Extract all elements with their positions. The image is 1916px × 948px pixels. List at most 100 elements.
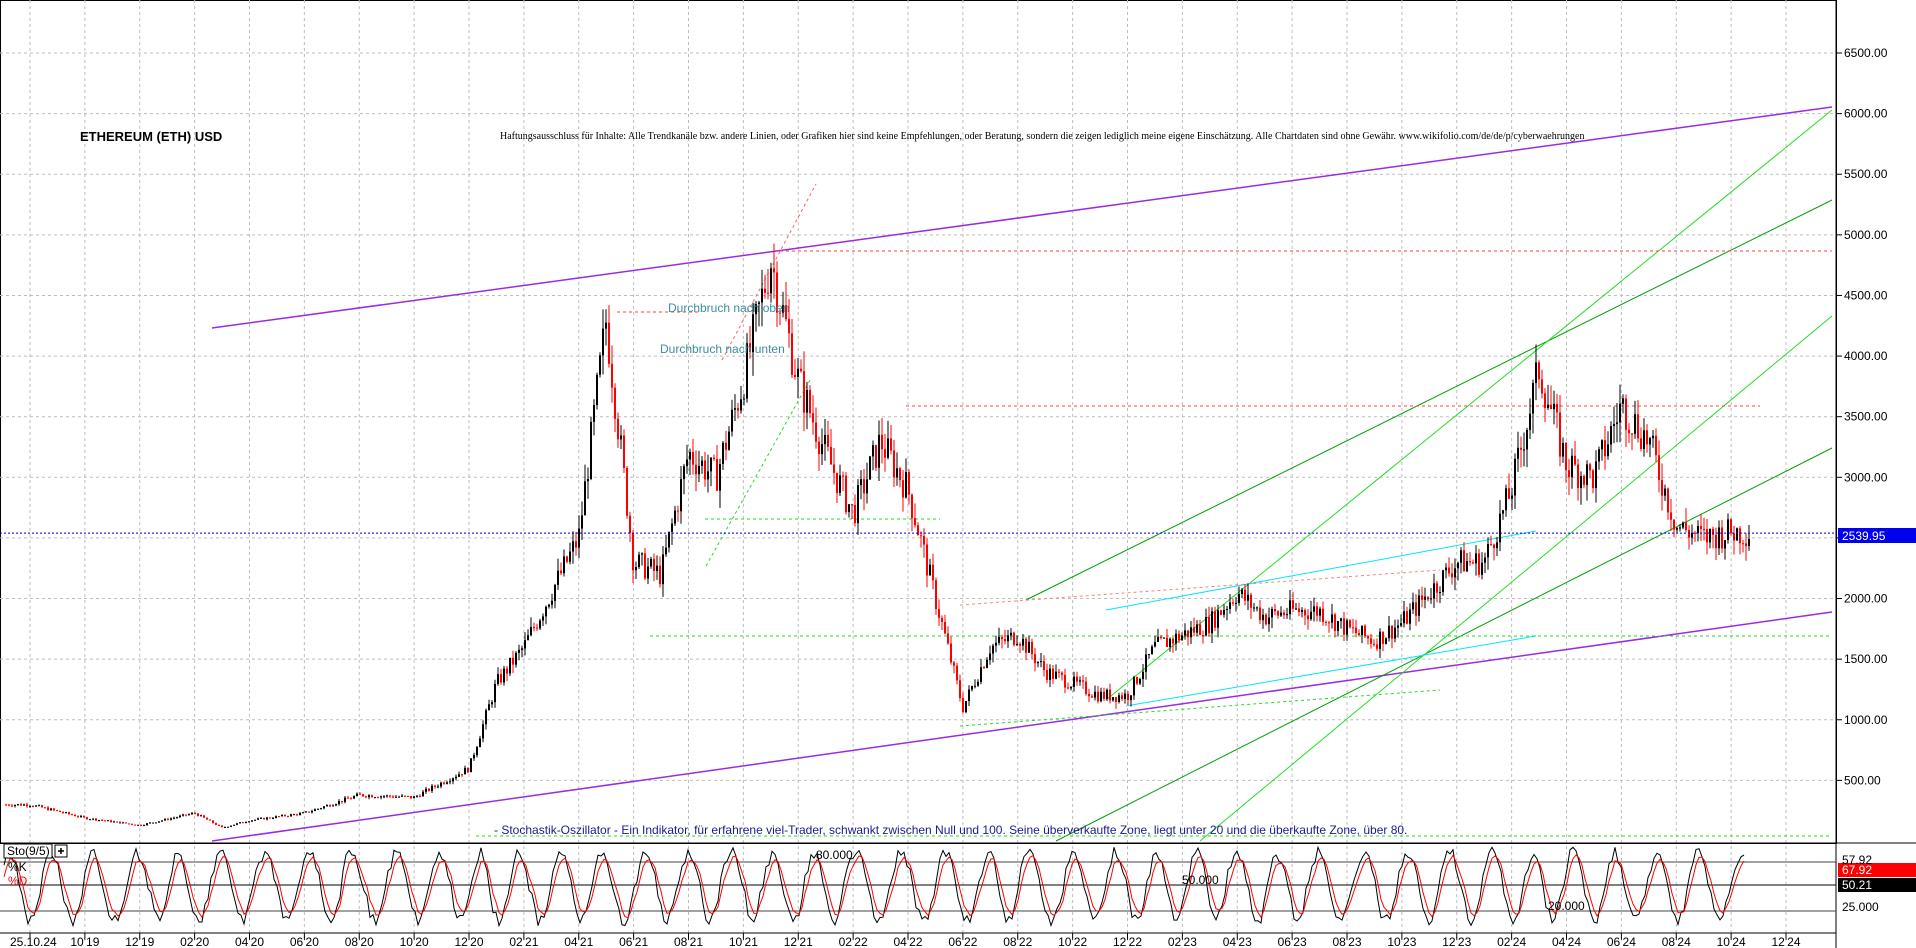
price-bar-body (647, 566, 649, 579)
price-bar-body (194, 813, 196, 815)
price-bar-body (830, 446, 832, 465)
price-bar-body (335, 804, 337, 806)
price-bar-body (953, 662, 955, 666)
price-bar-body (728, 431, 730, 450)
price-bar-body (1676, 527, 1678, 530)
price-bar-body (1199, 624, 1201, 636)
price-bar-body (857, 485, 859, 524)
price-bar-body (311, 811, 313, 813)
x-tick-label: 08'20 (345, 935, 374, 948)
trend-2021-red (721, 183, 817, 361)
price-bar-body (362, 794, 364, 797)
price-bar-body (1691, 532, 1693, 538)
price-bar-body (1475, 553, 1477, 564)
price-bar-body (1205, 616, 1207, 636)
price-bar-body (305, 811, 307, 813)
price-bar-body (1490, 544, 1492, 546)
x-tick-label: 02'22 (839, 935, 868, 948)
price-bar-body (1625, 398, 1627, 430)
price-bar-body (131, 823, 133, 825)
price-bar-body (422, 791, 424, 797)
price-bar-body (764, 288, 766, 293)
price-bar-body (1616, 422, 1618, 425)
price-bar-body (1580, 476, 1582, 489)
price-bar-body (1295, 608, 1297, 610)
x-tick-label: 06'20 (290, 935, 319, 948)
price-bar-body (524, 640, 526, 649)
price-bar-body (845, 475, 847, 513)
price-bar-body (143, 825, 145, 827)
price-bar-body (1076, 676, 1078, 682)
price-bar-body (56, 810, 58, 812)
price-bar-body (1091, 696, 1093, 698)
price-series (5, 243, 1750, 829)
price-bar-body (1361, 625, 1363, 636)
price-bar-body (350, 798, 352, 800)
price-bar-body (233, 824, 235, 826)
price-bar-body (269, 817, 271, 819)
price-bar-body (629, 515, 631, 534)
price-bar-body (527, 635, 529, 641)
price-bar-body (1397, 625, 1399, 628)
price-bar-body (95, 818, 97, 821)
price-bar-body (485, 710, 487, 725)
price-bar-body (407, 795, 409, 797)
price-bar-body (869, 456, 871, 480)
price-bar-body (539, 620, 541, 629)
price-bar-body (1286, 614, 1288, 616)
price-bar-body (1379, 631, 1381, 649)
price-bar-body (1670, 512, 1672, 520)
price-bar-body (1658, 455, 1660, 481)
k-line-label: %K (8, 860, 27, 874)
price-bar-body (410, 796, 412, 799)
price-bar-body (851, 504, 853, 506)
price-bar-body (1469, 561, 1471, 563)
price-bar-body (1349, 620, 1351, 628)
price-bar-body (686, 459, 688, 467)
price-bar-body (1265, 614, 1267, 625)
price-bar-body (536, 627, 538, 629)
price-bar-body (389, 795, 391, 797)
price-bar-body (791, 333, 793, 375)
price-bar-body (674, 510, 676, 524)
price-bar-body (1586, 464, 1588, 485)
trend-line-light-2 (1199, 315, 1833, 842)
y-tick-label: 1500.00 (1844, 652, 1888, 666)
price-bar-body (518, 649, 520, 653)
price-bar-body (998, 636, 1000, 643)
price-bar-body (1142, 671, 1144, 680)
price-bar-body (1568, 470, 1570, 478)
price-bar-body (1115, 697, 1117, 702)
price-bar-body (698, 465, 700, 475)
k-value: 67.92 (1842, 863, 1872, 877)
price-bar-body (872, 445, 874, 457)
price-bar-body (176, 817, 178, 819)
price-bar-body (1019, 644, 1021, 646)
price-bar-body (656, 565, 658, 571)
price-bar-body (1082, 680, 1084, 682)
price-bar-body (1457, 562, 1459, 569)
price-bar-body (218, 824, 220, 826)
price-bar-body (1583, 476, 1585, 485)
price-bar-body (491, 702, 493, 705)
price-bar-body (254, 819, 256, 821)
price-bar-body (1259, 607, 1261, 621)
plus-box-icon[interactable] (54, 844, 68, 858)
price-bar-body (1244, 589, 1246, 601)
price-bar-body (1028, 641, 1030, 653)
price-bar-body (227, 826, 229, 828)
price-bar-body (1706, 529, 1708, 543)
price-bar-body (611, 363, 613, 388)
price-bar-body (893, 450, 895, 478)
price-bar-body (431, 785, 433, 791)
price-bar-body (884, 449, 886, 458)
price-bar-body (278, 816, 280, 818)
price-bar-body (551, 600, 553, 605)
price-bar-body (98, 819, 100, 821)
price-bar-body (626, 467, 628, 516)
price-bar-body (896, 468, 898, 478)
price-bar-body (1520, 447, 1522, 450)
price-bar-body (1340, 618, 1342, 622)
price-bar-body (1529, 413, 1531, 430)
price-bar-body (1427, 596, 1429, 600)
